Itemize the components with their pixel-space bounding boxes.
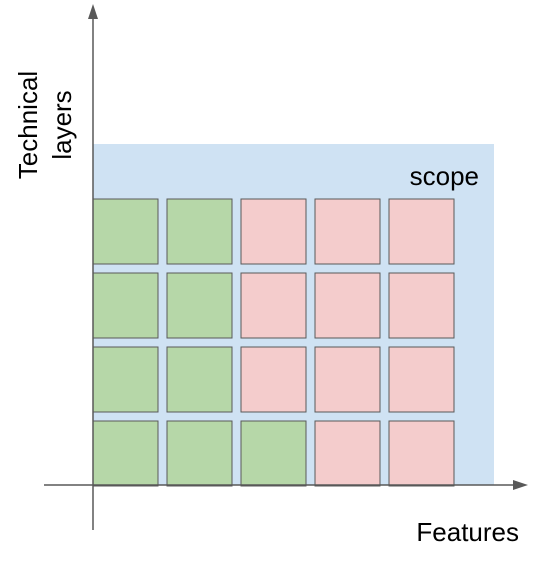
grid-cell-todo (314, 420, 381, 487)
y-axis-label: Technical layers (13, 71, 77, 179)
axes (44, 4, 528, 530)
grid-cell-done (92, 272, 159, 339)
feature-layer-grid (92, 198, 455, 487)
y-axis-arrowhead (88, 4, 98, 19)
grid-cell-todo (314, 346, 381, 413)
grid-cell-done (166, 346, 233, 413)
scope-label: scope (410, 161, 479, 191)
x-axis-label: Features (416, 517, 519, 547)
grid-cell-todo (314, 272, 381, 339)
grid-cell-done (92, 346, 159, 413)
y-axis-label-line1: Technical (13, 71, 43, 179)
grid-cell-todo (388, 420, 455, 487)
grid-cell-todo (314, 198, 381, 265)
y-axis-label-line2: layers (47, 90, 77, 159)
grid-cell-done (240, 420, 307, 487)
grid-cell-done (166, 272, 233, 339)
grid-cell-todo (388, 346, 455, 413)
grid-cell-todo (388, 272, 455, 339)
grid-cell-todo (388, 198, 455, 265)
grid-cell-done (166, 198, 233, 265)
grid-cell-todo (240, 272, 307, 339)
grid-cell-done (92, 420, 159, 487)
grid-cell-todo (240, 346, 307, 413)
grid-cell-done (166, 420, 233, 487)
x-axis-arrowhead (513, 480, 528, 490)
grid-cell-todo (240, 198, 307, 265)
grid-cell-done (92, 198, 159, 265)
